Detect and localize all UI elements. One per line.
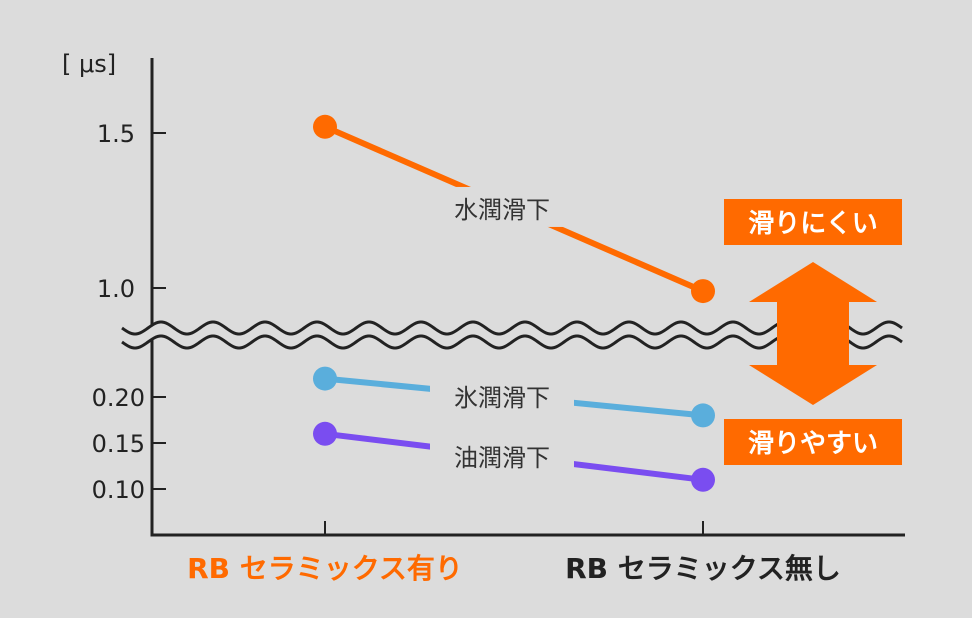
- series-label-bg: [430, 375, 574, 415]
- axis-break-line-upper: [121, 320, 903, 336]
- x-category-label: RB セラミックス無し: [565, 552, 841, 585]
- series-label-bg: [430, 186, 574, 227]
- badge-bottom-bg: [724, 419, 902, 465]
- direction-arrow: [749, 262, 877, 405]
- series-point: [691, 279, 715, 304]
- y-unit-label: [ μs]: [62, 50, 116, 78]
- x-category-label: RB セラミックス有り: [187, 552, 463, 585]
- series-point: [313, 114, 337, 139]
- series-point: [313, 366, 337, 391]
- y-tick-label: 1.0: [97, 275, 135, 303]
- badge-top-bg: [724, 199, 902, 245]
- y-tick-label: 1.5: [97, 120, 135, 148]
- badge-top-text: 滑りにくい: [748, 209, 877, 239]
- y-tick-label: 0.15: [92, 430, 145, 458]
- series-label: 油潤滑下: [454, 444, 550, 472]
- series-label-bg: [430, 434, 574, 475]
- y-tick-label: 0.20: [92, 384, 145, 412]
- y-tick-label: 0.10: [92, 476, 145, 504]
- series-point: [691, 403, 715, 428]
- series-label: 氷潤滑下: [454, 384, 550, 412]
- series-point: [313, 421, 337, 446]
- axis-break-line-lower: [121, 334, 903, 350]
- axis-break-band: [122, 322, 902, 348]
- series-label: 水潤滑下: [454, 196, 550, 224]
- series-point: [691, 467, 715, 492]
- badge-bottom-text: 滑りやすい: [748, 429, 878, 459]
